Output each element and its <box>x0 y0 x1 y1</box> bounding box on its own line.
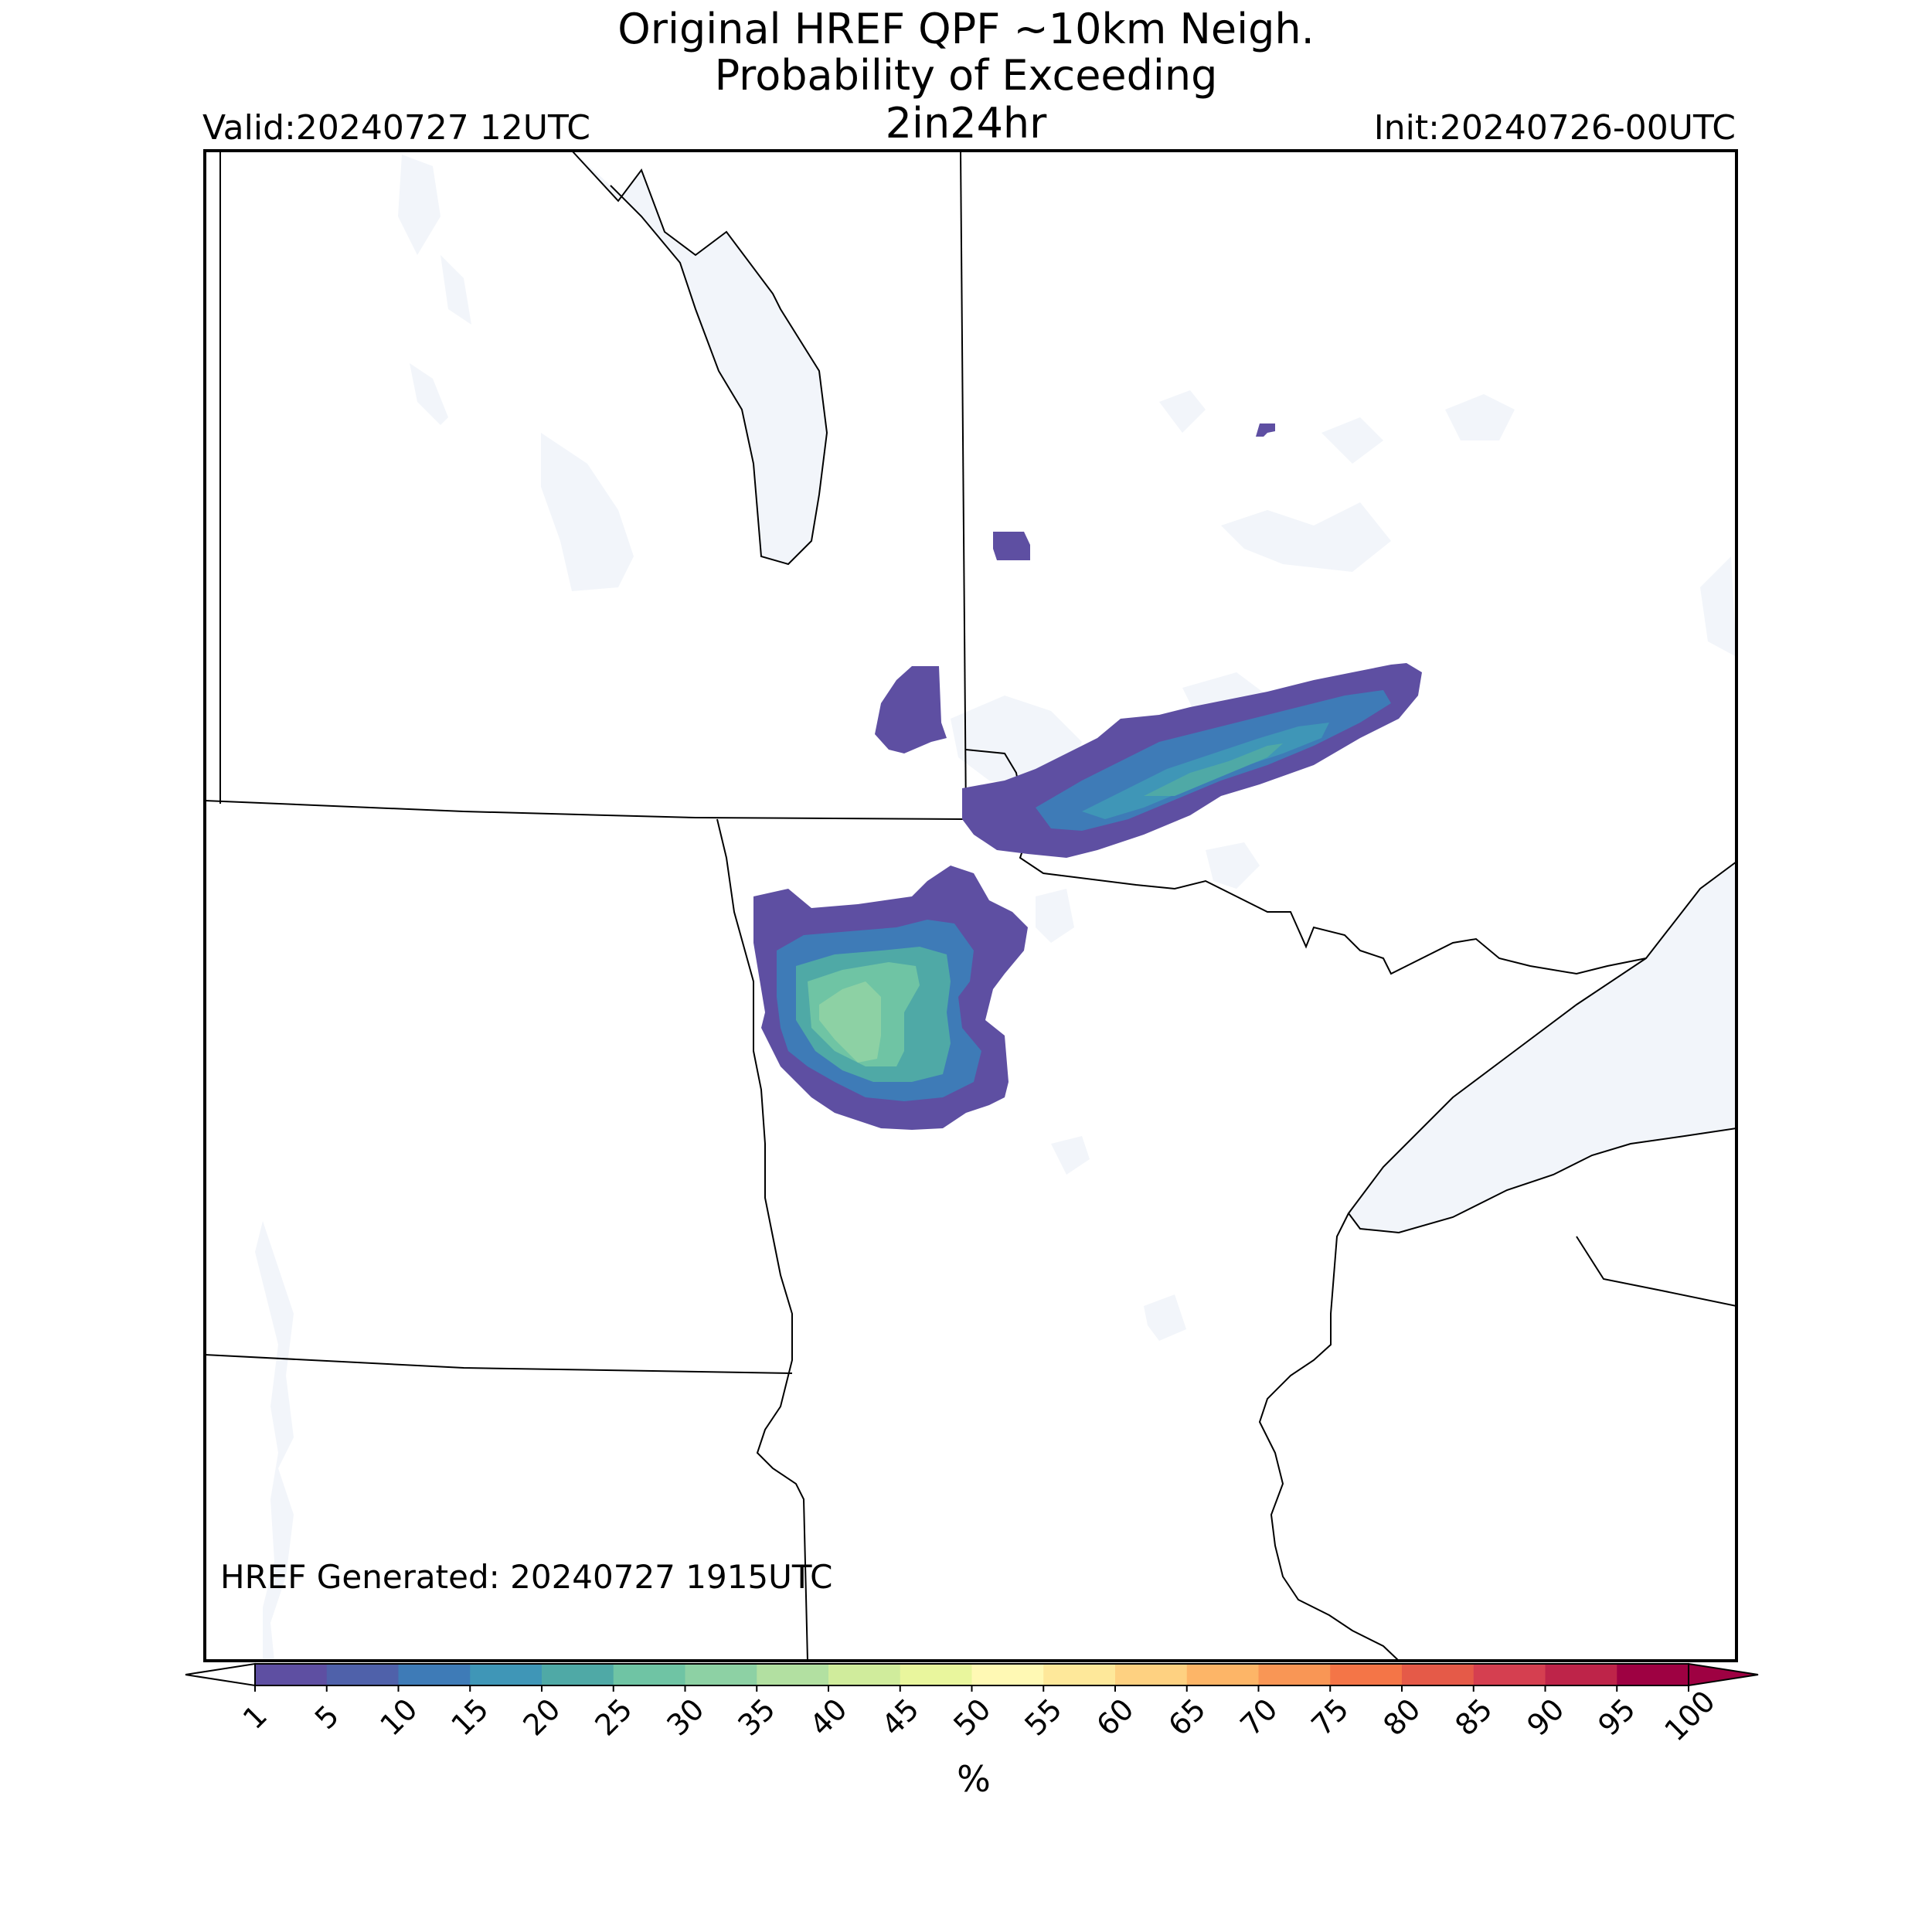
colorbar-segment <box>398 1664 471 1685</box>
colorbar-extend-high <box>1688 1662 1759 1687</box>
lake-ontario-north-2 <box>1445 394 1515 440</box>
colorbar-segment <box>1258 1664 1331 1685</box>
colorbar-segment <box>542 1664 614 1685</box>
colorbar <box>185 1662 1759 1692</box>
colorbar-segment <box>326 1664 399 1685</box>
missouri-river <box>255 1221 294 1661</box>
lake-upper-red <box>1036 889 1074 943</box>
lake-ontario-north-3 <box>1221 502 1391 572</box>
precip-blob-east-20 <box>1144 743 1283 796</box>
colorbar-segment <box>971 1664 1044 1685</box>
border-nd-sd <box>205 1354 793 1374</box>
lake-leech <box>1051 1136 1090 1175</box>
border-mn-wi <box>1258 1213 1400 1661</box>
init-time-label: Init:20240726-00UTC <box>1373 108 1736 148</box>
lake-rainy <box>1206 842 1260 889</box>
border-mb-on <box>960 151 967 820</box>
border-nd-mn <box>716 818 808 1661</box>
colorbar-segment <box>1617 1664 1689 1685</box>
lake-redlake <box>1321 417 1383 464</box>
colorbar-segment <box>1402 1664 1475 1685</box>
lake-northwest-1 <box>398 155 440 255</box>
colorbar-segment <box>1115 1664 1188 1685</box>
precip-probability-shading <box>753 423 1422 1130</box>
lake-mille-lacs <box>1144 1294 1186 1341</box>
colorbar-segment <box>1330 1664 1403 1685</box>
lake-winnipeg <box>572 151 827 564</box>
colorbar-segment <box>613 1664 685 1685</box>
colorbar-segment <box>1186 1664 1259 1685</box>
colorbar-segment <box>757 1664 829 1685</box>
precip-spot-northeast <box>1256 423 1275 437</box>
colorbar-segment <box>255 1664 328 1685</box>
map-title-line-2: Probability of Exceeding <box>714 51 1218 100</box>
precip-blob-west-30 <box>819 981 881 1063</box>
lake-west-manitoba <box>410 363 448 425</box>
colorbar-segment <box>1043 1664 1116 1685</box>
colorbar-segment <box>1545 1664 1617 1685</box>
lake-northwest-2 <box>440 255 471 325</box>
border-mn-on <box>965 749 1647 975</box>
border-us-canada-west <box>205 800 967 820</box>
precip-spot-manitoba <box>875 666 947 753</box>
map-title-line-1: Original HREF QPF ~10km Neigh. <box>617 5 1315 53</box>
colorbar-unit-label: % <box>957 1758 991 1800</box>
map-frame <box>203 149 1738 1662</box>
lake-superior-shore <box>1347 861 1736 1234</box>
map-title-line-3: 2in24hr <box>885 99 1047 148</box>
colorbar-segment <box>900 1664 972 1685</box>
generated-time-label: HREF Generated: 20240727 1915UTC <box>220 1558 833 1596</box>
political-borders <box>205 151 1736 1661</box>
lake-ontario-north-4 <box>1700 556 1736 657</box>
colorbar-segment <box>828 1664 901 1685</box>
colorbar-segment <box>470 1664 543 1685</box>
precip-spot-north <box>993 532 1030 560</box>
border-wi-mi <box>1576 1236 1736 1307</box>
lake-superior <box>1349 862 1736 1233</box>
lake-winnipeg-shore <box>571 151 828 566</box>
lake-ontario-north-1 <box>1159 390 1206 433</box>
colorbar-segment <box>685 1664 757 1685</box>
colorbar-extend-low <box>185 1662 256 1687</box>
valid-time-label: Valid:20240727 12UTC <box>202 108 591 148</box>
colorbar-segment <box>1473 1664 1546 1685</box>
lake-manitoba <box>541 433 634 591</box>
